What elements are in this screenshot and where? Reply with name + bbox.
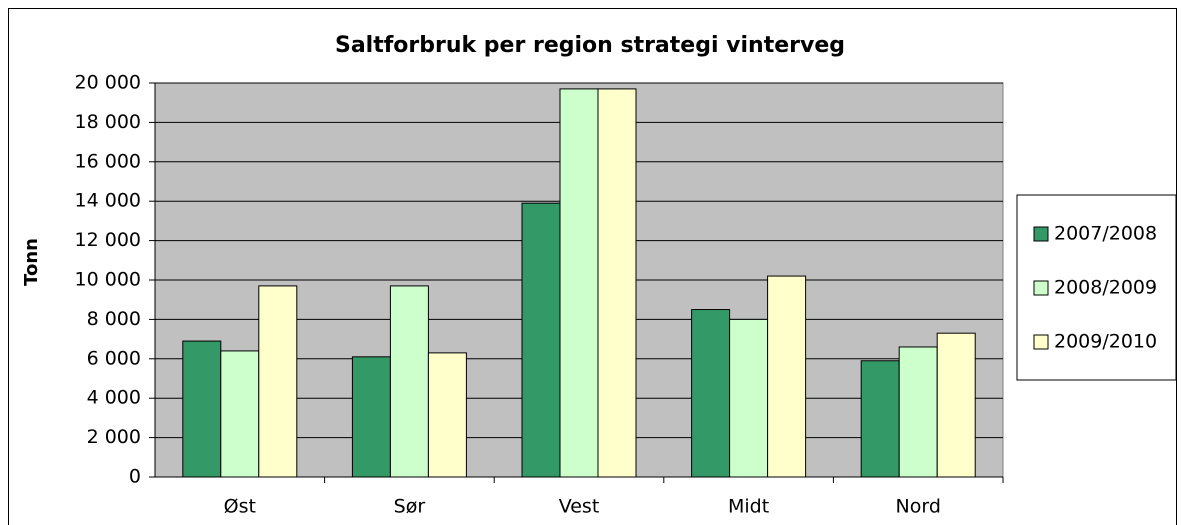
bar (521, 202, 561, 478)
legend-label: 2008/2009 (1054, 277, 1157, 299)
bar (559, 88, 599, 478)
legend-swatch (1033, 226, 1049, 242)
y-axis-label: Tonn (21, 238, 42, 286)
bar (691, 309, 731, 478)
bar (936, 332, 976, 478)
legend-label: 2007/2008 (1054, 223, 1157, 245)
bar (729, 318, 769, 478)
y-tick-label: 14 000 (75, 190, 141, 212)
bar (898, 346, 938, 478)
bar (597, 88, 637, 478)
y-tick-label: 18 000 (75, 111, 141, 133)
y-tick-label: 16 000 (75, 150, 141, 172)
x-tick-label: Nord (896, 496, 941, 518)
bar (351, 356, 391, 478)
bar (258, 285, 298, 478)
x-tick-label: Midt (728, 496, 769, 518)
y-tick-label: 20 000 (75, 72, 141, 94)
y-tick-label: 4 000 (87, 387, 141, 409)
y-tick-label: 8 000 (87, 308, 141, 330)
y-tick-label: 12 000 (75, 229, 141, 251)
bar (767, 275, 807, 478)
y-tick-label: 10 000 (75, 269, 141, 291)
x-tick-label: Vest (559, 496, 600, 518)
y-tick-label: 2 000 (87, 426, 141, 448)
bar (220, 350, 260, 478)
x-tick-label: Sør (394, 496, 426, 518)
bar (182, 340, 222, 478)
legend-swatch (1033, 280, 1049, 296)
x-tick-label: Øst (224, 496, 256, 518)
bar (427, 352, 467, 478)
y-tick-label: 0 (129, 466, 141, 488)
bar (860, 360, 900, 478)
chart-title: Saltforbruk per region strategi vinterve… (335, 33, 845, 58)
bar (389, 285, 429, 478)
legend-swatch (1033, 334, 1049, 350)
y-tick-label: 6 000 (87, 347, 141, 369)
legend-label: 2009/2010 (1054, 331, 1157, 353)
